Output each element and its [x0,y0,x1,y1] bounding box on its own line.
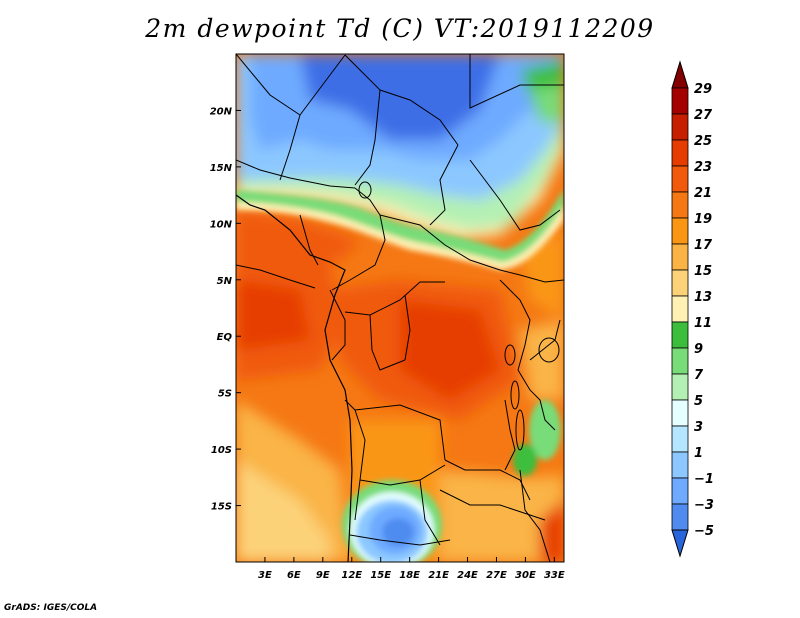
colorbar-label: 7 [694,368,704,383]
y-tick-label: EQ [217,332,233,343]
y-tick-label: 15S [211,502,232,513]
colorbar-box [671,191,689,219]
colorbar-label: 11 [694,316,712,331]
y-tick-label: 5N [217,276,233,287]
colorbar-box [671,295,689,323]
colorbar-box [671,87,689,115]
colorbar-label: −5 [694,524,714,539]
colorbar-box [671,139,689,167]
x-tick-label: 21E [428,570,449,581]
colorbar-label: 5 [694,394,703,409]
colorbar-box [671,373,689,401]
colorbar-box [671,165,689,193]
colorbar-bottom-arrow [671,529,689,558]
colorbar-box [671,503,689,531]
latitude-axis: 20N 15N 10N 5N EQ 5S 10S 15S [210,106,241,513]
x-tick-label: 27E [486,570,507,581]
colorbar-label: −3 [694,498,714,513]
colorbar-box [671,321,689,349]
colorbar-label: 29 [694,82,712,97]
colorbar-label: 15 [694,264,712,279]
x-tick-label: 15E [370,570,391,581]
colorbar-label: 23 [694,160,712,175]
x-tick-label: 6E [287,570,301,581]
x-tick-label: 33E [544,570,565,581]
map-frame [235,53,565,563]
grads-credit: GrADS: IGES/COLA [4,603,98,613]
x-tick-label: 3E [258,570,272,581]
colorbar-box [671,425,689,453]
colorbar-box [671,217,689,245]
colorbar-label: 9 [694,342,703,357]
longitude-axis: 3E 6E 9E 12E 15E 18E 21E 24E 27E 30E 33E [258,557,565,581]
colorbar-label: 13 [694,290,712,305]
colorbar-box [671,451,689,479]
y-tick-label: 20N [210,106,233,117]
y-tick-label: 10S [211,445,232,456]
colorbar-label: 27 [694,108,713,123]
x-tick-label: 9E [316,570,330,581]
x-tick-label: 24E [457,570,478,581]
country-boundaries [236,54,564,562]
dewpoint-field [236,54,564,562]
x-tick-label: 30E [515,570,536,581]
y-tick-label: 15N [210,163,233,174]
colorbar: 29 27 25 23 21 19 17 15 13 11 9 7 5 3 1 −1 −3 −5 [671,60,714,558]
colorbar-label: −1 [694,472,714,487]
y-tick-label: 5S [218,389,232,400]
colorbar-box [671,269,689,297]
colorbar-label: 21 [694,186,712,201]
y-tick-label: 10N [210,219,233,230]
x-tick-label: 18E [399,570,420,581]
x-tick-label: 12E [341,570,362,581]
colorbar-label: 19 [694,212,712,227]
colorbar-top-arrow [671,60,689,89]
colorbar-label: 25 [694,134,712,149]
colorbar-box [671,399,689,427]
colorbar-label: 17 [694,238,713,253]
colorbar-box [671,347,689,375]
map-title: 2m dewpoint Td (C) VT:2019112209 [145,14,655,43]
colorbar-box [671,113,689,141]
colorbar-label: 1 [694,446,703,461]
colorbar-box [671,243,689,271]
colorbar-label: 3 [694,420,703,435]
colorbar-box [671,477,689,505]
